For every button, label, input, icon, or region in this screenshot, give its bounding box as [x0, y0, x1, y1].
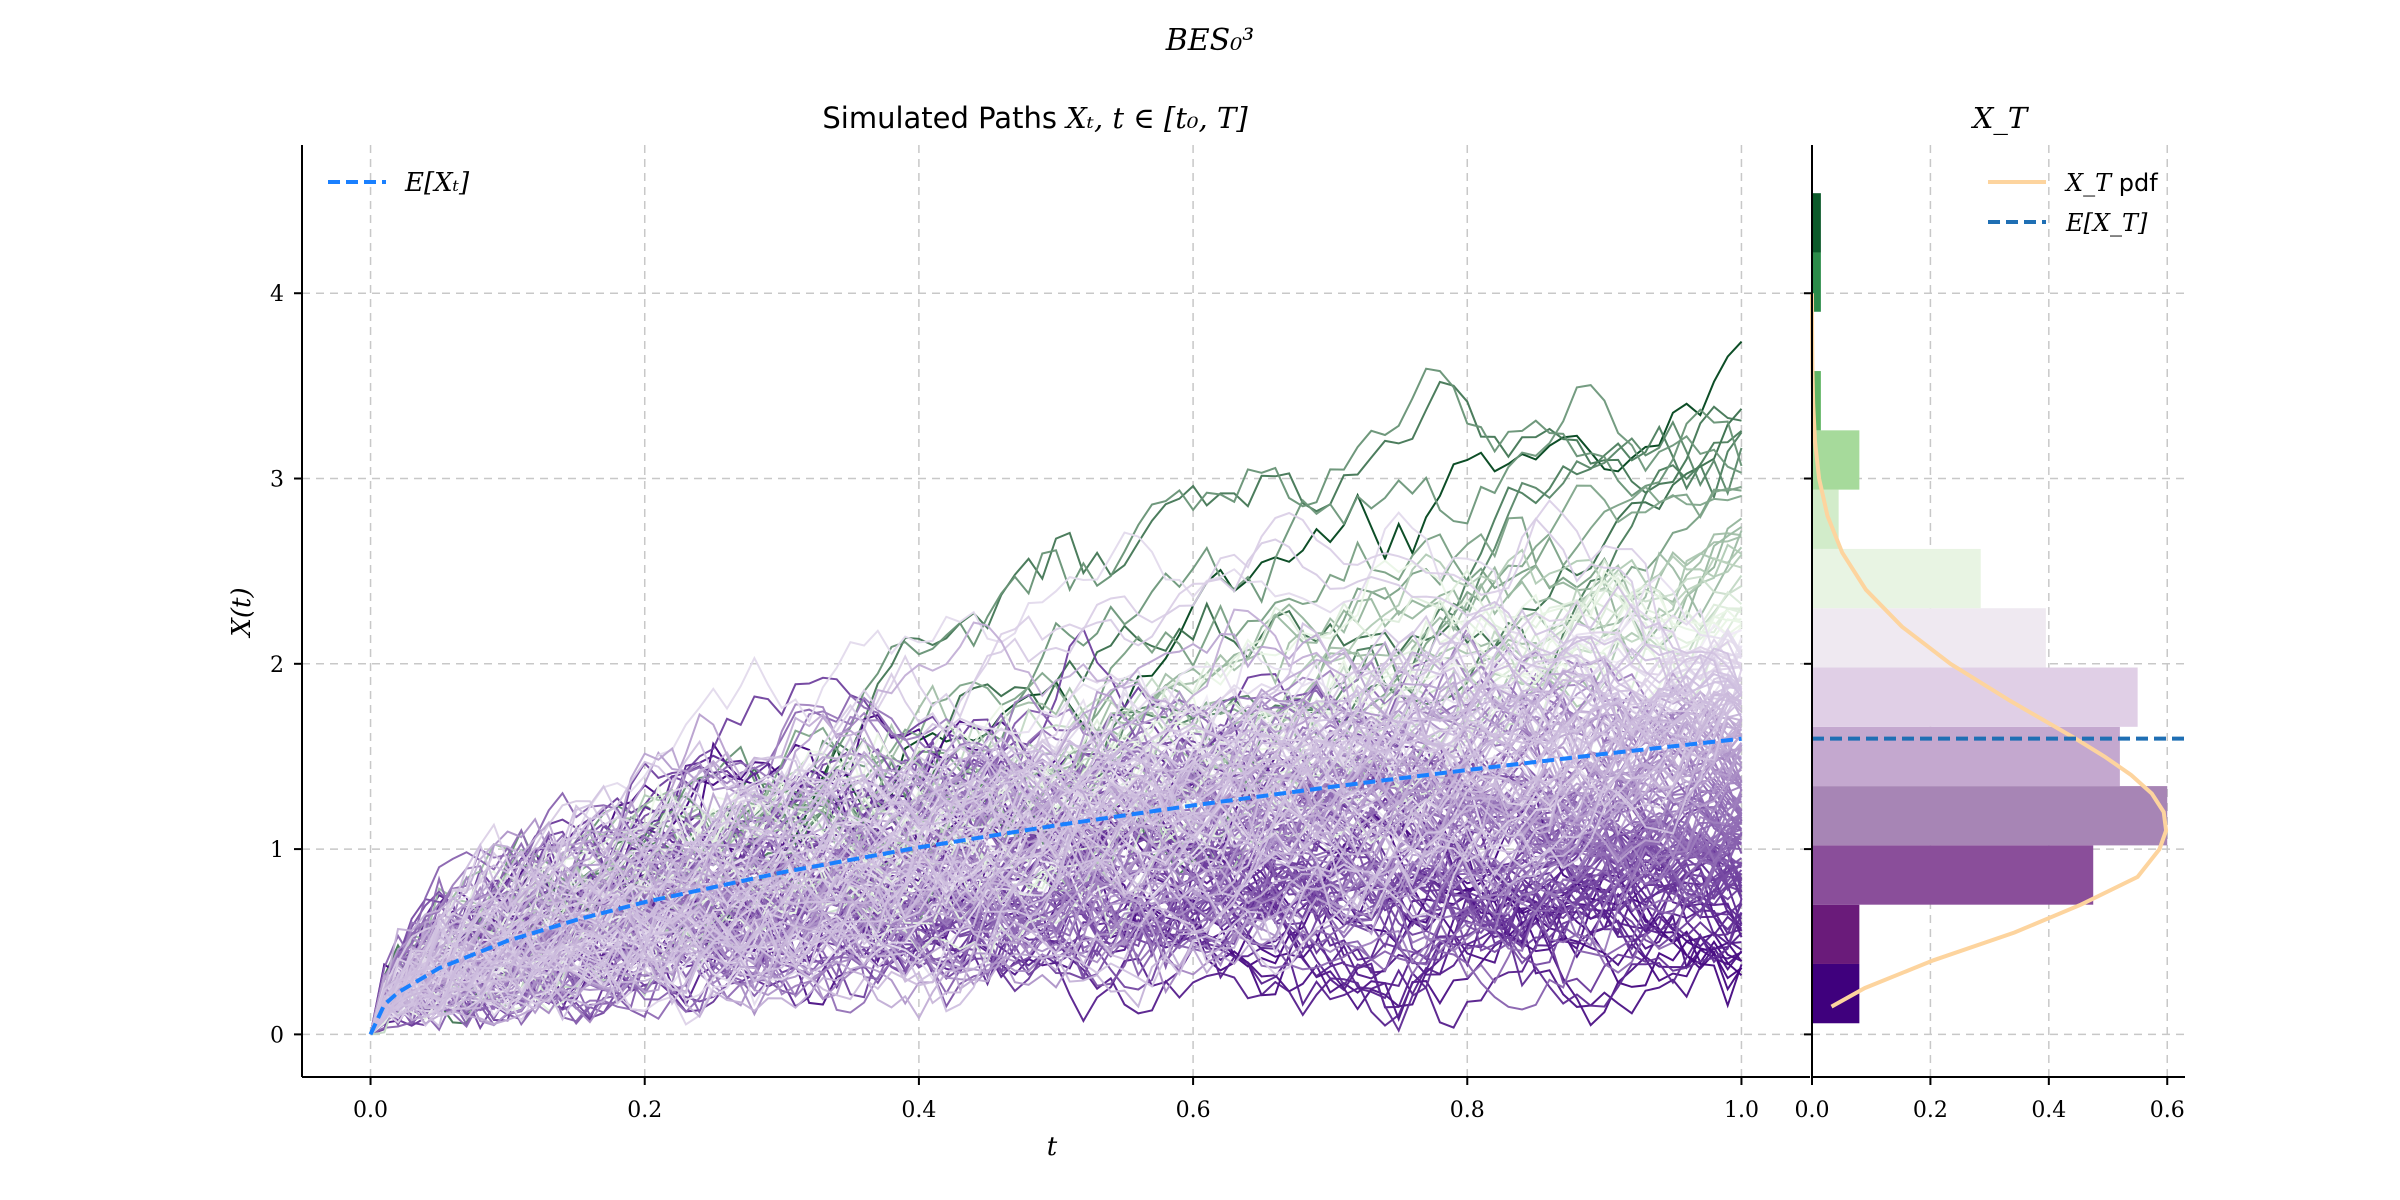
main-x-tick-label: 1.0: [1724, 1098, 1759, 1123]
hist-bars: [1812, 193, 2168, 1024]
main-title-prefix: Simulated Paths: [822, 101, 1066, 135]
simulated-path: [369, 614, 1742, 1035]
simulated-path: [369, 584, 1743, 1036]
simulated-path: [369, 768, 1743, 1035]
hist-title: X_T: [1971, 101, 2030, 136]
histogram-plot: 0.0 0.2 0.4 0.6 X_T X_T pdf E[X_T]: [1795, 101, 2185, 1123]
simulated-path: [369, 636, 1743, 1035]
main-x-label: t: [1047, 1132, 1058, 1162]
main-x-tick-label: 0.4: [901, 1098, 936, 1123]
main-legend: E[Xₜ]: [328, 168, 470, 198]
main-title: Simulated Paths Xₜ, t ∈ [t₀, T]: [822, 101, 1248, 135]
hist-bar: [1812, 548, 1981, 609]
hist-x-tick-label: 0.4: [2031, 1098, 2066, 1123]
main-x-tick-label: 0.6: [1176, 1098, 1211, 1123]
simulated-path: [369, 656, 1742, 1035]
hist-x-tick-label: 0.6: [2150, 1098, 2185, 1123]
simulated-path: [369, 696, 1743, 1035]
simulated-path: [369, 647, 1742, 1035]
simulated-path: [369, 517, 1743, 1035]
hist-legend-pdf-suffix: pdf: [2111, 169, 2158, 197]
main-x-tick-label: 0.8: [1450, 1098, 1485, 1123]
simulated-path: [369, 613, 1743, 1035]
simulated-path: [369, 608, 1742, 1035]
simulated-path: [369, 675, 1742, 1035]
mean-line: [368, 736, 1742, 1036]
simulated-path: [369, 726, 1743, 1035]
simulated-path: [369, 675, 1743, 1035]
hist-x-ticks: 0.0 0.2 0.4 0.6: [1795, 1077, 2185, 1123]
mean-line-group: [368, 736, 1742, 1036]
simulated-path: [369, 688, 1743, 1035]
hist-x-tick-label: 0.2: [1913, 1098, 1948, 1123]
main-y-tick-label: 3: [270, 468, 284, 493]
simulated-path: [369, 630, 1743, 1035]
hist-bar: [1812, 904, 1860, 964]
hist-legend-mean-label: E[X_T]: [2065, 209, 2148, 237]
hist-bar: [1812, 786, 2168, 846]
simulated-path: [369, 655, 1742, 1035]
hist-bar: [1812, 667, 2138, 727]
main-y-label: X(t): [227, 587, 257, 638]
simulated-path: [369, 739, 1743, 1035]
main-x-ticks: 0.0 0.2 0.4 0.6 0.8 1.0: [353, 1077, 1759, 1123]
figure-suptitle: BES₀³: [1165, 23, 1255, 58]
simulated-paths: [369, 341, 1743, 1036]
main-x-tick-label: 0.0: [353, 1098, 388, 1123]
main-y-tick-label: 1: [270, 838, 284, 863]
main-y-ticks: 0 1 2 3 4: [270, 282, 302, 1048]
main-y-tick-label: 2: [270, 653, 284, 678]
simulated-path: [369, 645, 1743, 1035]
hist-bar: [1812, 608, 2046, 668]
hist-bar: [1812, 193, 1821, 253]
main-y-tick-label: 0: [270, 1023, 284, 1048]
main-x-tick-label: 0.2: [627, 1098, 662, 1123]
main-plot: 0.0 0.2 0.4 0.6 0.8 1.0 0 1 2 3 4 Simulated Paths…: [227, 101, 1810, 1162]
simulated-path: [369, 734, 1743, 1035]
hist-legend-pdf-label: X_T pdf: [2064, 169, 2158, 197]
hist-bar: [1812, 371, 1821, 431]
hist-y-ticks: [1804, 292, 1812, 1036]
main-title-math: Xₜ, t ∈ [t₀, T]: [1064, 101, 1248, 135]
hist-legend-pdf-math: X_T: [2064, 169, 2113, 197]
hist-legend: X_T pdf E[X_T]: [1988, 169, 2158, 237]
hist-bar: [1812, 845, 2094, 905]
simulated-path: [369, 694, 1742, 1035]
simulated-path: [369, 690, 1742, 1036]
simulated-path: [369, 367, 1743, 1035]
simulated-path: [369, 647, 1742, 1036]
simulated-path: [369, 672, 1743, 1035]
hist-bar: [1812, 252, 1821, 312]
main-legend-label: E[Xₜ]: [404, 168, 470, 198]
hist-x-tick-label: 0.0: [1795, 1098, 1830, 1123]
main-y-tick-label: 4: [270, 282, 284, 307]
